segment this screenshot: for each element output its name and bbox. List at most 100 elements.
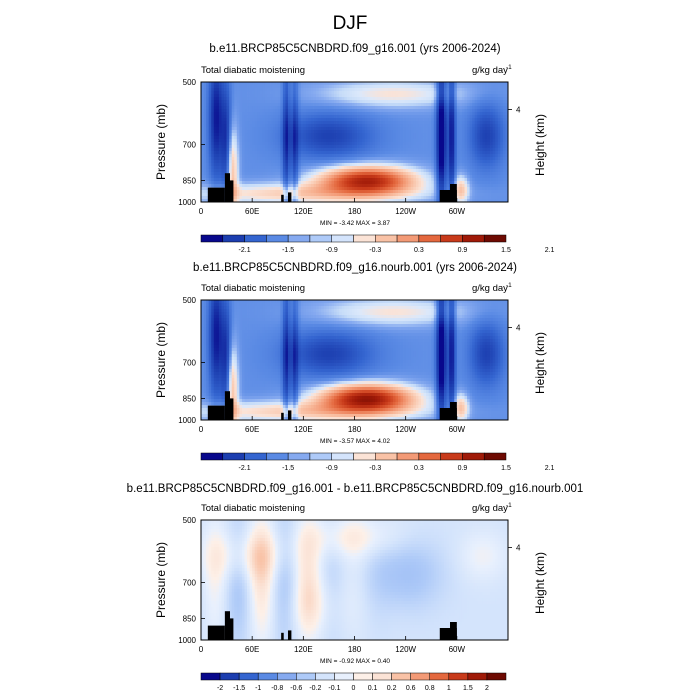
heatmap-cell [421, 142, 424, 146]
heatmap-cell [392, 172, 396, 176]
heatmap-cell [239, 184, 243, 188]
heatmap-cell [395, 121, 399, 125]
heatmap-cell [321, 145, 325, 149]
heatmap-cell [267, 124, 271, 128]
heatmap-cell [211, 160, 215, 164]
heatmap-cell [300, 300, 304, 304]
heatmap-cell [362, 172, 366, 176]
heatmap-cell [395, 169, 399, 173]
heatmap-cell [464, 109, 468, 113]
heatmap-cell [259, 163, 263, 167]
heatmap-cell [415, 130, 419, 134]
heatmap-cell [433, 88, 437, 92]
heatmap-cell [318, 100, 322, 104]
heatmap-cell [305, 160, 309, 164]
heatmap-cell [487, 175, 491, 179]
heatmap-cell [354, 145, 358, 149]
heatmap-cell [403, 88, 407, 92]
heatmap-cell [326, 199, 330, 203]
heatmap-cell [277, 133, 281, 137]
heatmap-cell [344, 85, 348, 89]
heatmap-cell [351, 193, 355, 197]
heatmap-cell [341, 181, 345, 185]
heatmap-cell [362, 85, 366, 89]
heatmap-cell [446, 181, 450, 185]
heatmap-cell [267, 181, 271, 185]
heatmap-cell [362, 88, 366, 92]
heatmap-cell [387, 157, 391, 161]
heatmap-cell [472, 139, 476, 143]
heatmap-cell [264, 118, 268, 122]
heatmap-cell [505, 163, 509, 167]
heatmap-cell [461, 91, 465, 95]
heatmap-cell [405, 190, 409, 194]
heatmap-cell [231, 91, 235, 95]
heatmap-cell [224, 169, 227, 173]
heatmap-cell [244, 124, 248, 128]
heatmap-cell [377, 82, 381, 86]
heatmap-cell [418, 136, 422, 140]
heatmap-cell [372, 118, 376, 122]
heatmap-cell [446, 97, 450, 101]
heatmap-cell [280, 97, 284, 101]
heatmap-cell [339, 127, 343, 131]
heatmap-cell [326, 88, 330, 92]
heatmap-cell [490, 133, 493, 137]
heatmap-cell [490, 157, 493, 161]
heatmap-cell [357, 106, 360, 110]
heatmap-cell [316, 166, 320, 170]
heatmap-cell [282, 91, 286, 95]
heatmap-cell [300, 88, 304, 92]
heatmap-cell [351, 94, 355, 98]
heatmap-cell [213, 97, 217, 101]
heatmap-cell [449, 169, 453, 173]
heatmap-cell [247, 181, 250, 185]
heatmap-cell [418, 118, 422, 122]
heatmap-cell [387, 118, 391, 122]
heatmap-cell [403, 172, 407, 176]
heatmap-cell [385, 94, 389, 98]
heatmap-cell [369, 151, 373, 155]
heatmap-cell [408, 160, 412, 164]
heatmap-cell [349, 163, 353, 167]
heatmap-cell [500, 82, 504, 86]
heatmap-cell [464, 106, 468, 110]
heatmap-cell [374, 193, 378, 197]
heatmap-cell [497, 181, 501, 185]
heatmap-cell [305, 199, 309, 203]
heatmap-cell [282, 148, 286, 152]
heatmap-cell [300, 181, 304, 185]
heatmap-cell [280, 133, 284, 137]
heatmap-cell [438, 88, 442, 92]
heatmap-cell [374, 142, 378, 146]
heatmap-cell [290, 178, 294, 182]
heatmap-cell [410, 184, 414, 188]
heatmap-cell [236, 136, 240, 140]
heatmap-cell [252, 178, 256, 182]
heatmap-cell [484, 106, 488, 110]
heatmap-cell [275, 139, 279, 143]
heatmap-cell [446, 88, 450, 92]
heatmap-cell [331, 190, 335, 194]
heatmap-cell [377, 190, 381, 194]
heatmap-cell [241, 175, 245, 179]
heatmap-cell [372, 148, 376, 152]
heatmap-cell [479, 163, 483, 167]
heatmap-cell [357, 151, 360, 155]
heatmap-cell [421, 193, 424, 197]
heatmap-cell [300, 172, 304, 176]
heatmap-cell [395, 160, 399, 164]
heatmap-cell [377, 169, 381, 173]
heatmap-cell [293, 130, 297, 134]
heatmap-cell [433, 175, 437, 179]
heatmap-cell [311, 178, 314, 182]
heatmap-cell [280, 145, 284, 149]
heatmap-cell [221, 151, 225, 155]
heatmap-cell [374, 175, 378, 179]
heatmap-cell [341, 160, 345, 164]
heatmap-cell [364, 187, 368, 191]
heatmap-cell [326, 181, 330, 185]
heatmap-cell [472, 115, 476, 119]
heatmap-cell [502, 178, 506, 182]
heatmap-cell [295, 100, 299, 104]
